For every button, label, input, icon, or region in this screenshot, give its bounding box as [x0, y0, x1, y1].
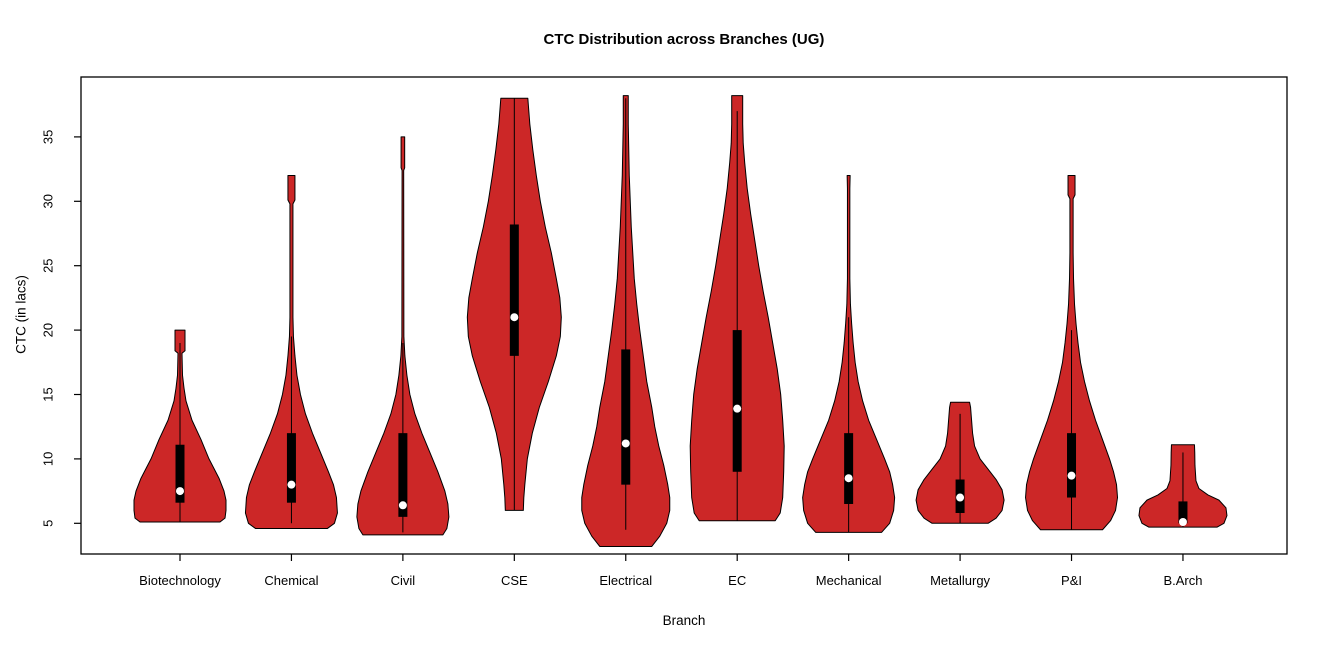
- x-tick-label-electrical: Electrical: [599, 573, 652, 588]
- iqr-box-biotechnology: [175, 444, 185, 503]
- x-tick-label-metallurgy: Metallurgy: [930, 573, 990, 588]
- median-dot-electrical: [621, 439, 630, 448]
- x-tick-label-p-i: P&I: [1061, 573, 1082, 588]
- y-tick-label: 5: [40, 520, 55, 527]
- median-dot-ec: [733, 404, 742, 413]
- iqr-box-cse: [509, 224, 519, 356]
- iqr-box-b-arch: [1178, 501, 1188, 524]
- plot-frame: [80, 76, 1288, 555]
- iqr-box-mechanical: [844, 433, 854, 504]
- iqr-box-civil: [398, 433, 408, 517]
- y-tick-label: 25: [40, 258, 55, 272]
- iqr-box-electrical: [621, 349, 631, 485]
- median-dot-metallurgy: [956, 493, 965, 502]
- median-dot-b-arch: [1178, 518, 1187, 527]
- y-tick-label: 20: [40, 323, 55, 337]
- x-axis-label: Branch: [662, 613, 706, 628]
- median-dot-cse: [510, 313, 519, 322]
- iqr-box-chemical: [286, 433, 296, 503]
- x-tick-label-ec: EC: [728, 573, 746, 588]
- y-tick-label: 30: [40, 194, 55, 208]
- median-dot-biotechnology: [176, 487, 184, 496]
- median-dot-p-i: [1067, 471, 1076, 480]
- y-tick-label: 10: [40, 452, 55, 466]
- y-tick-label: 35: [40, 130, 55, 144]
- x-tick-label-civil: Civil: [391, 573, 416, 588]
- y-tick-label: 15: [40, 387, 55, 401]
- iqr-box-p-i: [1067, 433, 1077, 498]
- violin-civil: [356, 136, 450, 536]
- x-tick-label-b-arch: B.Arch: [1163, 573, 1202, 588]
- x-tick-label-biotechnology: Biotechnology: [139, 573, 221, 588]
- iqr-box-ec: [732, 330, 742, 472]
- median-dot-chemical: [287, 480, 296, 489]
- x-tick-label-chemical: Chemical: [264, 573, 318, 588]
- chart-title: CTC Distribution across Branches (UG): [543, 31, 825, 48]
- median-dot-mechanical: [844, 474, 853, 483]
- median-dot-civil: [398, 501, 407, 510]
- x-tick-label-cse: CSE: [501, 573, 528, 588]
- x-tick-label-mechanical: Mechanical: [816, 573, 882, 588]
